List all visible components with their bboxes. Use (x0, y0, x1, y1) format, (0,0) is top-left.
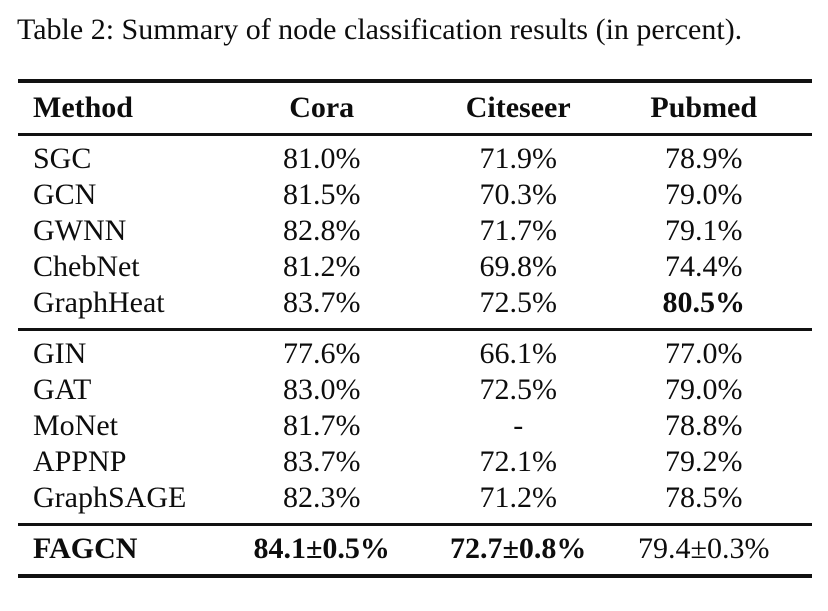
table-header: Method Cora Citeseer Pubmed (18, 81, 812, 136)
cell-cora: 81.7% (282, 409, 361, 442)
results-table: Method Cora Citeseer Pubmed SGC 81.0% 71… (18, 79, 812, 578)
table-row: APPNP 83.7% 72.1% 79.2% (18, 444, 812, 480)
column-header-pubmed: Pubmed (617, 81, 812, 136)
cell-citeseer: 72.7±0.8% (418, 523, 618, 576)
cell-method: MoNet (33, 409, 118, 442)
table-row: MoNet 81.7% - 78.8% (18, 408, 812, 444)
cell-method: GIN (18, 328, 225, 372)
cell-citeseer: 71.7% (479, 214, 557, 247)
cell-citeseer: 71.9% (479, 142, 557, 175)
cell-pubmed: 78.5% (664, 481, 743, 514)
cell-method: GAT (33, 373, 92, 406)
table-row: GWNN 82.8% 71.7% 79.1% (18, 213, 812, 249)
cell-pubmed: 79.4±0.3% (617, 523, 812, 576)
cell-cora: 81.0% (282, 142, 361, 175)
table-row: GIN 77.6% 66.1% 77.0% (18, 328, 812, 372)
table-caption: Table 2: Summary of node classification … (17, 13, 743, 46)
cell-method: SGC (33, 142, 92, 175)
cell-citeseer: 71.2% (479, 481, 557, 514)
cell-citeseer: 69.8% (479, 250, 557, 283)
table-row: FAGCN 84.1±0.5% 72.7±0.8% 79.4±0.3% (18, 523, 812, 576)
cell-pubmed: 79.0% (664, 178, 743, 211)
cell-cora: 81.2% (282, 250, 361, 283)
cell-cora: 83.7% (282, 445, 361, 478)
header-row: Method Cora Citeseer Pubmed (18, 81, 812, 136)
cell-pubmed: 77.0% (617, 328, 812, 372)
table-row: ChebNet 81.2% 69.8% 74.4% (18, 249, 812, 285)
table-row: GraphSAGE 82.3% 71.2% 78.5% (18, 480, 812, 525)
cell-citeseer: - (513, 409, 524, 442)
cell-method: GWNN (33, 214, 127, 247)
table-row: GAT 83.0% 72.5% 79.0% (18, 372, 812, 408)
row-group-1: SGC 81.0% 71.9% 78.9% GCN 81.5% 70.3% 79… (18, 135, 812, 330)
table-row: GCN 81.5% 70.3% 79.0% (18, 177, 812, 213)
cell-method: GraphHeat (33, 286, 165, 319)
cell-method: GraphSAGE (33, 481, 187, 514)
cell-citeseer: 72.5% (479, 373, 557, 406)
table-row: SGC 81.0% 71.9% 78.9% (18, 135, 812, 178)
cell-pubmed: 79.1% (664, 214, 743, 247)
cell-pubmed: 74.4% (664, 250, 743, 283)
cell-pubmed: 79.0% (664, 373, 743, 406)
cell-citeseer: 72.1% (479, 445, 557, 478)
cell-cora: 84.1±0.5% (224, 523, 419, 576)
cell-citeseer: 72.5% (479, 286, 557, 319)
cell-pubmed: 78.8% (664, 409, 743, 442)
cell-cora: 77.6% (224, 328, 419, 372)
cell-pubmed: 78.9% (664, 142, 743, 175)
column-header-citeseer: Citeseer (418, 81, 618, 136)
cell-citeseer: 66.1% (418, 328, 618, 372)
column-header-method: Method (18, 81, 225, 136)
cell-cora: 82.3% (282, 481, 361, 514)
column-header-cora: Cora (224, 81, 419, 136)
row-group-2: GIN 77.6% 66.1% 77.0% GAT 83.0% 72.5% 79… (18, 328, 812, 525)
cell-method: FAGCN (18, 523, 225, 576)
row-group-final: FAGCN 84.1±0.5% 72.7±0.8% 79.4±0.3% (18, 523, 812, 576)
cell-method: APPNP (33, 445, 127, 478)
cell-method: GCN (33, 178, 97, 211)
cell-cora: 83.7% (282, 286, 361, 319)
cell-pubmed: 79.2% (664, 445, 743, 478)
cell-cora: 82.8% (282, 214, 361, 247)
cell-cora: 81.5% (282, 178, 361, 211)
cell-method: ChebNet (33, 250, 140, 283)
table-row: GraphHeat 83.7% 72.5% 80.5% (18, 285, 812, 330)
cell-cora: 83.0% (282, 373, 361, 406)
cell-pubmed: 80.5% (662, 286, 745, 319)
cell-citeseer: 70.3% (479, 178, 557, 211)
